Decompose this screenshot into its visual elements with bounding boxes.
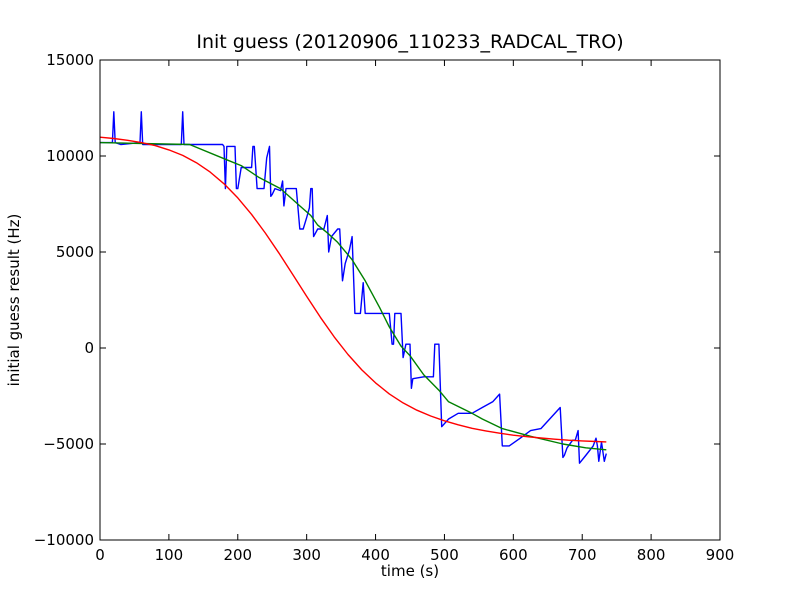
series-line-1 xyxy=(100,111,607,464)
y-axis-label: initial guess result (Hz) xyxy=(5,214,23,387)
chart-title: Init guess (20120906_110233_RADCAL_TRO) xyxy=(196,31,623,53)
y-tick-label: 15000 xyxy=(46,51,94,69)
y-tick-label: 10000 xyxy=(46,147,94,165)
x-tick-label: 700 xyxy=(568,546,597,564)
x-tick-label: 500 xyxy=(430,546,459,564)
x-tick-label: 400 xyxy=(361,546,390,564)
y-tick-label: −5000 xyxy=(43,435,94,453)
x-tick-label: 300 xyxy=(292,546,321,564)
x-tick-label: 600 xyxy=(499,546,528,564)
x-tick-label: 0 xyxy=(95,546,105,564)
x-tick-label: 900 xyxy=(706,546,735,564)
series-line-3 xyxy=(99,136,607,443)
x-tick-label: 800 xyxy=(637,546,666,564)
x-tick-label: 100 xyxy=(155,546,184,564)
series-line-2 xyxy=(99,141,607,451)
y-tick-label: −10000 xyxy=(34,531,94,549)
plot-frame xyxy=(99,59,721,541)
y-tick-label: 5000 xyxy=(56,243,94,261)
series-layer xyxy=(99,111,607,464)
ticks-layer: 0 100 200 300 400 500 600 700 800 900 −10000 −5000 0… xyxy=(34,51,735,564)
x-tick-label: 200 xyxy=(223,546,252,564)
x-axis-label: time (s) xyxy=(381,562,439,580)
y-tick-label: 0 xyxy=(84,339,94,357)
